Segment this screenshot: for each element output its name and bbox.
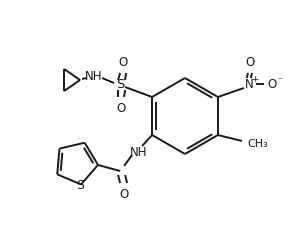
Text: S: S <box>116 79 124 91</box>
Text: O: O <box>245 56 254 69</box>
Text: CH₃: CH₃ <box>247 139 268 149</box>
Text: +: + <box>251 74 259 84</box>
Text: O: O <box>267 78 277 90</box>
Text: NH: NH <box>85 70 103 84</box>
Text: O: O <box>116 101 126 114</box>
Text: NH: NH <box>130 145 148 159</box>
Text: N: N <box>244 78 253 90</box>
Text: ⁻: ⁻ <box>277 76 283 86</box>
Text: O: O <box>119 188 129 200</box>
Text: S: S <box>76 179 84 192</box>
Text: O: O <box>118 55 128 69</box>
